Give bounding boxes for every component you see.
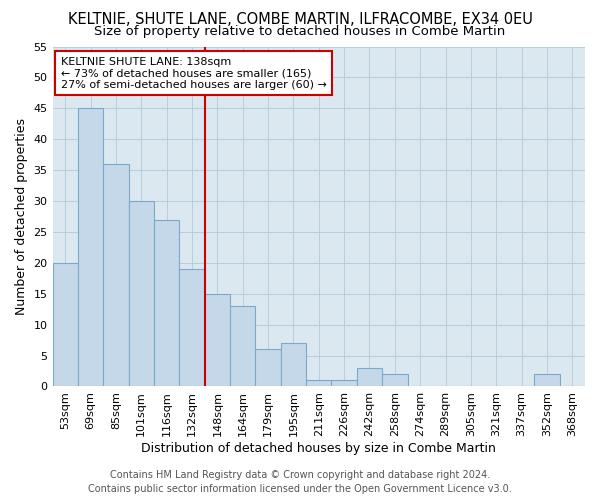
- Bar: [230, 306, 256, 386]
- Bar: [103, 164, 128, 386]
- Bar: [154, 220, 179, 386]
- Text: Contains HM Land Registry data © Crown copyright and database right 2024.
Contai: Contains HM Land Registry data © Crown c…: [88, 470, 512, 494]
- Bar: [281, 343, 306, 386]
- Text: KELTNIE, SHUTE LANE, COMBE MARTIN, ILFRACOMBE, EX34 0EU: KELTNIE, SHUTE LANE, COMBE MARTIN, ILFRA…: [68, 12, 532, 26]
- Bar: [205, 294, 230, 386]
- Y-axis label: Number of detached properties: Number of detached properties: [15, 118, 28, 315]
- Bar: [179, 269, 205, 386]
- Bar: [357, 368, 382, 386]
- Text: KELTNIE SHUTE LANE: 138sqm
← 73% of detached houses are smaller (165)
27% of sem: KELTNIE SHUTE LANE: 138sqm ← 73% of deta…: [61, 56, 326, 90]
- Bar: [534, 374, 560, 386]
- Bar: [53, 263, 78, 386]
- Bar: [382, 374, 407, 386]
- Bar: [331, 380, 357, 386]
- Bar: [128, 201, 154, 386]
- Bar: [306, 380, 331, 386]
- Text: Size of property relative to detached houses in Combe Martin: Size of property relative to detached ho…: [94, 25, 506, 38]
- Bar: [78, 108, 103, 386]
- Bar: [256, 350, 281, 387]
- X-axis label: Distribution of detached houses by size in Combe Martin: Distribution of detached houses by size …: [142, 442, 496, 455]
